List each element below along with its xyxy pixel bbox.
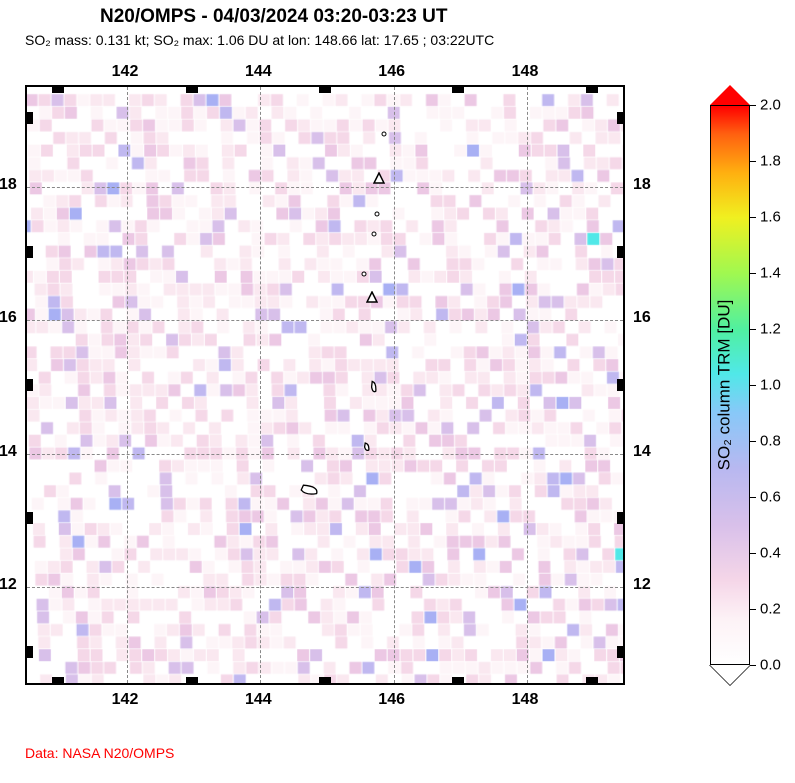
colorbar-tick xyxy=(750,161,756,162)
lon-label-top: 144 xyxy=(245,63,272,81)
colorbar-arrow-over xyxy=(710,85,750,105)
colorbar-tick-label: 0.2 xyxy=(760,601,781,618)
chart-title: N20/OMPS - 04/03/2024 03:20-03:23 UT xyxy=(100,6,447,28)
colorbar-tick xyxy=(750,273,756,274)
colorbar-tick xyxy=(750,105,756,106)
colorbar-tick-label: 1.2 xyxy=(760,321,781,338)
lon-label-top: 148 xyxy=(512,63,539,81)
volcano-icon xyxy=(373,172,385,184)
colorbar-tick xyxy=(750,385,756,386)
lat-label-left: 16 xyxy=(0,309,17,327)
island-dot xyxy=(374,211,380,217)
map-heatmap-canvas xyxy=(27,87,623,683)
volcano-icon xyxy=(366,291,378,303)
lon-label-top: 142 xyxy=(112,63,139,81)
colorbar-tick xyxy=(750,329,756,330)
colorbar-tick-label: 1.0 xyxy=(760,377,781,394)
lat-label-left: 18 xyxy=(0,176,17,194)
lat-label-left: 12 xyxy=(0,576,17,594)
lon-label-bottom: 142 xyxy=(112,691,139,709)
colorbar-arrow-under xyxy=(710,665,750,685)
chart-subtitle: SO₂ mass: 0.131 kt; SO₂ max: 1.06 DU at … xyxy=(25,32,494,48)
colorbar-axis-label: SO₂ column TRM [DU] xyxy=(715,300,735,471)
lat-label-right: 12 xyxy=(633,576,651,594)
data-source-label: Data: NASA N20/OMPS xyxy=(25,745,174,761)
colorbar-tick-label: 0.0 xyxy=(760,657,781,674)
lat-label-right: 16 xyxy=(633,309,651,327)
island-outline xyxy=(371,380,377,394)
colorbar-tick xyxy=(750,665,756,666)
island-dot xyxy=(381,131,387,137)
lon-label-bottom: 144 xyxy=(245,691,272,709)
island-outline xyxy=(364,442,370,452)
lat-label-right: 18 xyxy=(633,176,651,194)
lat-label-left: 14 xyxy=(0,443,17,461)
colorbar-tick xyxy=(750,497,756,498)
colorbar-tick xyxy=(750,441,756,442)
island-outline xyxy=(299,484,321,496)
lat-label-right: 14 xyxy=(633,443,651,461)
island-dot xyxy=(371,231,377,237)
colorbar-tick-label: 0.4 xyxy=(760,545,781,562)
colorbar-tick-label: 1.4 xyxy=(760,265,781,282)
colorbar-tick-label: 1.6 xyxy=(760,209,781,226)
map-plot xyxy=(25,85,625,685)
colorbar-tick-label: 2.0 xyxy=(760,97,781,114)
colorbar-tick-label: 1.8 xyxy=(760,153,781,170)
island-dot xyxy=(361,271,367,277)
colorbar-tick xyxy=(750,553,756,554)
colorbar-tick-label: 0.8 xyxy=(760,433,781,450)
colorbar-tick xyxy=(750,609,756,610)
lon-label-bottom: 146 xyxy=(378,691,405,709)
lon-label-bottom: 148 xyxy=(512,691,539,709)
colorbar: 0.0 0.2 0.4 0.6 0.8 1.0 1.2 1.4 1.6 1.8 … xyxy=(710,85,750,685)
colorbar-tick xyxy=(750,217,756,218)
colorbar-tick-label: 0.6 xyxy=(760,489,781,506)
lon-label-top: 146 xyxy=(378,63,405,81)
